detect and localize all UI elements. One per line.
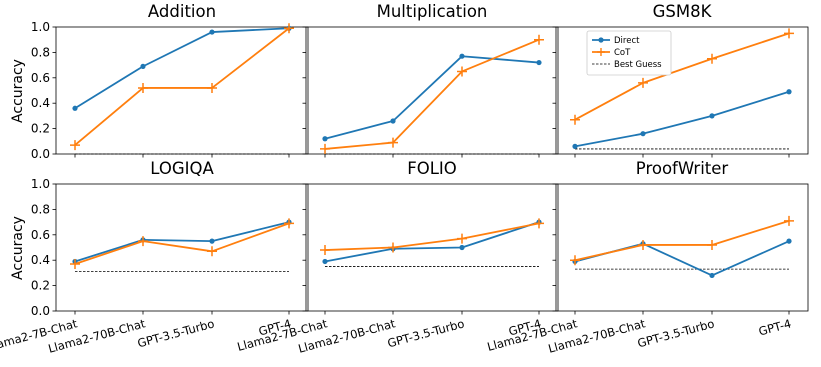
panel-frame-addition (55, 26, 309, 155)
x-tick-label-proofwriter-2: GPT-3.5-Turbo (636, 316, 716, 350)
data-point-gsm8k-cot-0 (570, 114, 580, 125)
data-point-multiplication-direct-0 (322, 136, 328, 142)
panel-frame-folio (305, 183, 559, 312)
panels-layer: 0.0 0.2 0.4 0.6 0.8 1.0 0.0 0.2 0.4 0.6 0.8 1.0 Llam… (0, 20, 809, 356)
data-point-multiplication-direct-1 (390, 118, 396, 124)
data-point-multiplication-cot-2 (457, 66, 467, 77)
data-point-folio-direct-0 (322, 258, 328, 265)
legend-direct-marker (598, 37, 604, 43)
series-line-folio-cot (324, 222, 540, 251)
data-point-folio-cot-1 (388, 242, 398, 253)
data-point-addition-direct-2 (209, 29, 215, 35)
data-point-multiplication-cot-1 (388, 137, 398, 148)
series-line-logiqa-cot (74, 222, 290, 265)
data-point-proofwriter-direct-3 (786, 238, 792, 244)
data-point-folio-cot-0 (320, 245, 330, 256)
series-line-folio-direct (324, 221, 540, 263)
data-point-addition-direct-1 (140, 63, 146, 69)
y-tick-label-logiqa-3: 0.6 (31, 228, 50, 242)
series-line-proofwriter-cot (574, 219, 790, 262)
panel-frame-proofwriter (555, 183, 809, 312)
series-line-proofwriter-direct (574, 240, 790, 277)
panel-gsm8k (552, 26, 809, 158)
panel-frame-multiplication (305, 26, 559, 155)
data-point-proofwriter-cot-0 (570, 255, 580, 266)
series-line-multiplication-cot (324, 38, 540, 150)
panel-multiplication (302, 26, 559, 158)
y-tick-label-logiqa-1: 0.2 (31, 279, 50, 293)
data-point-multiplication-direct-2 (459, 53, 465, 59)
data-point-addition-cot-2 (207, 82, 217, 93)
data-point-gsm8k-direct-0 (572, 143, 578, 149)
data-point-logiqa-cot-3 (284, 218, 294, 229)
data-point-logiqa-cot-0 (70, 259, 80, 270)
panel-folio: Llama2-7B-ChatLlama2-70B-ChatGPT-3.5-Tur… (236, 183, 559, 356)
y-tick-label-addition-4: 0.8 (31, 45, 50, 59)
panel-title-logiqa: LOGIQA (150, 159, 214, 178)
panel-title-folio: FOLIO (407, 159, 457, 178)
panel-proofwriter: Llama2-7B-ChatLlama2-70B-ChatGPT-3.5-Tur… (486, 183, 809, 356)
x-tick-label-folio-2: GPT-3.5-Turbo (386, 316, 466, 350)
y-tick-label-addition-5: 1.0 (31, 20, 50, 34)
panel-frame-logiqa (55, 183, 309, 312)
legend-best-guess-label: Best Guess (614, 60, 662, 70)
data-point-logiqa-cot-1 (138, 236, 148, 247)
data-point-addition-direct-0 (72, 105, 78, 111)
y-tick-label-addition-3: 0.6 (31, 71, 50, 85)
y-tick-label-logiqa-5: 1.0 (31, 177, 50, 191)
data-point-gsm8k-direct-1 (640, 131, 646, 137)
data-point-proofwriter-direct-2 (709, 272, 715, 279)
data-point-gsm8k-cot-1 (638, 77, 648, 88)
data-point-multiplication-cot-0 (320, 143, 330, 154)
y-tick-label-addition-0: 0.0 (31, 147, 50, 161)
data-point-proofwriter-cot-1 (638, 239, 648, 250)
data-point-gsm8k-cot-2 (707, 53, 717, 64)
y-tick-label-logiqa-0: 0.0 (31, 304, 50, 318)
data-point-addition-cot-0 (70, 140, 80, 151)
data-point-proofwriter-cot-3 (784, 215, 794, 226)
legend-direct-label: Direct (614, 36, 640, 46)
series-line-gsm8k-cot (574, 32, 790, 121)
panel-title-addition: Addition (148, 2, 216, 21)
series-line-multiplication-direct (324, 55, 540, 140)
data-point-multiplication-direct-3 (536, 59, 542, 66)
data-point-folio-direct-2 (459, 244, 465, 251)
legend: Direct CoT Best Guess (586, 30, 672, 76)
y-tick-label-logiqa-2: 0.4 (31, 253, 50, 267)
panel-title-proofwriter: ProofWriter (636, 159, 729, 178)
series-line-gsm8k-direct (574, 90, 790, 148)
data-point-addition-cot-1 (138, 82, 148, 93)
data-point-gsm8k-direct-3 (786, 89, 792, 95)
panel-addition: 0.0 0.2 0.4 0.6 0.8 1.0 (31, 20, 309, 161)
y-tick-label-addition-1: 0.2 (31, 122, 50, 136)
panel-title-multiplication: Multiplication (377, 2, 488, 21)
panel-frame-gsm8k (555, 26, 809, 155)
data-point-multiplication-cot-3 (534, 34, 544, 45)
data-point-addition-cot-3 (284, 23, 294, 34)
series-line-addition-cot (74, 27, 290, 146)
legend-cot-marker (597, 48, 605, 56)
panel-logiqa: 0.00.20.40.60.81.0Llama2-7B-ChatLlama2-7… (0, 177, 309, 356)
legend-cot-label: CoT (614, 48, 631, 58)
data-point-proofwriter-cot-2 (707, 239, 717, 250)
data-point-logiqa-cot-2 (207, 246, 217, 257)
x-tick-label-logiqa-2: GPT-3.5-Turbo (136, 316, 216, 350)
y-axis-label-bottom: Accuracy (10, 216, 26, 280)
data-point-folio-cot-2 (457, 233, 467, 244)
y-tick-label-logiqa-4: 0.8 (31, 202, 50, 216)
data-point-logiqa-direct-2 (209, 238, 215, 244)
y-axis-label-top: Accuracy (10, 59, 26, 123)
series-line-addition-direct (74, 27, 290, 110)
data-point-gsm8k-direct-2 (709, 113, 715, 119)
y-tick-label-addition-2: 0.4 (31, 96, 50, 110)
series-line-logiqa-direct (74, 221, 290, 263)
x-tick-label-proofwriter-3: GPT-4 (757, 316, 793, 338)
data-point-folio-cot-3 (534, 218, 544, 229)
data-point-gsm8k-cot-3 (784, 28, 794, 39)
panel-title-gsm8k: GSM8K (653, 2, 713, 21)
